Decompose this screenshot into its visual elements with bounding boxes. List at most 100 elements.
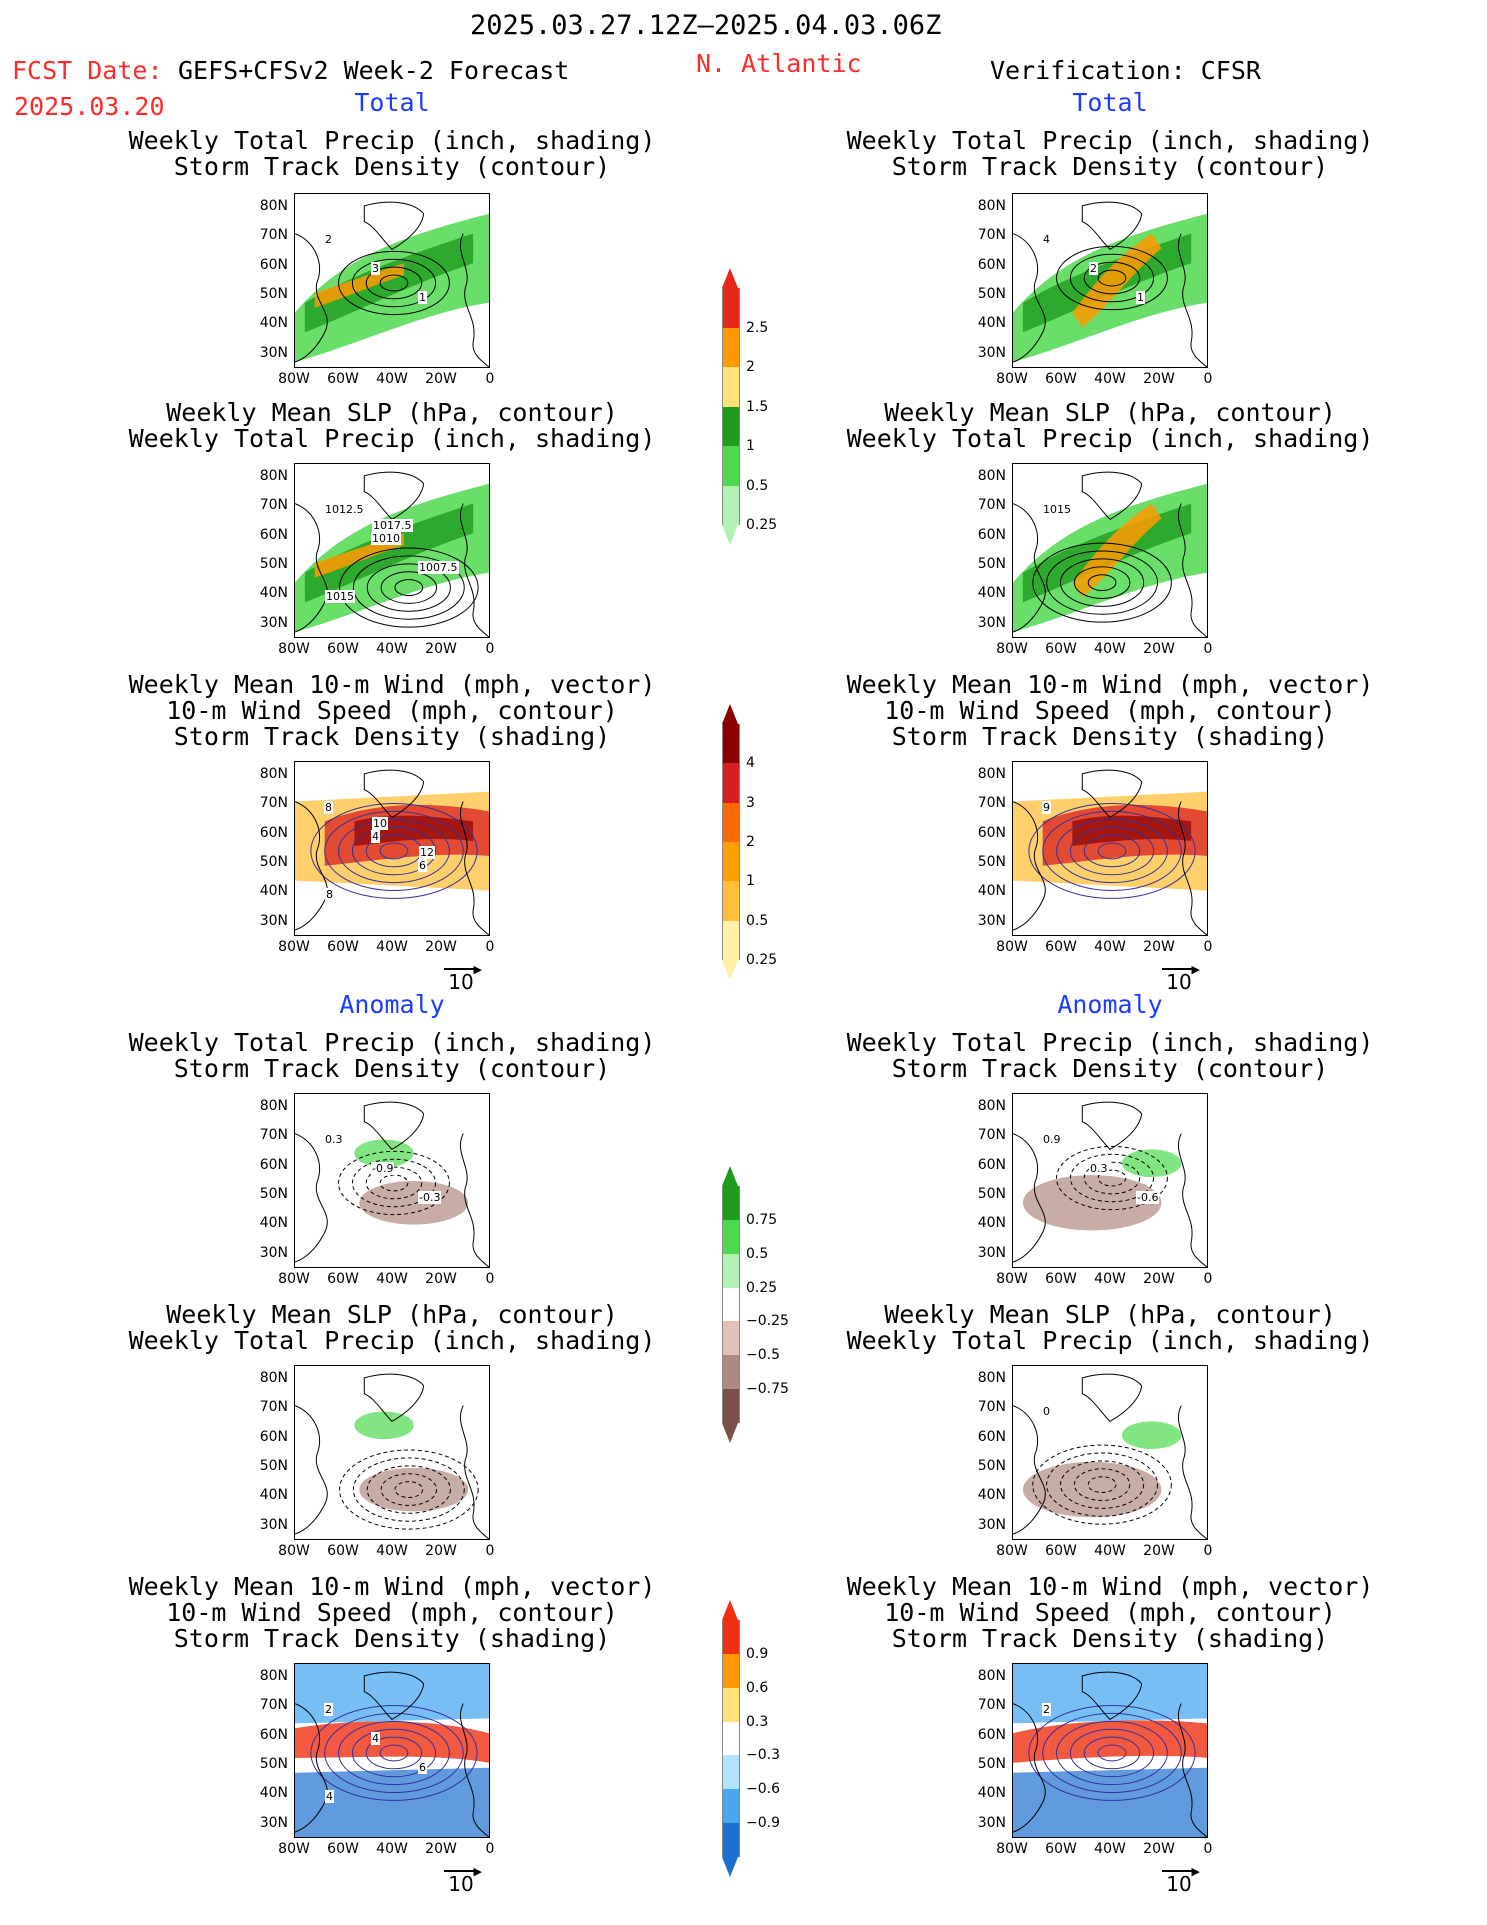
colorbar-anomaly-precip-segment [722,1219,740,1254]
colorbar-total-storm-track: 4 3 2 1 0.5 0.25 [722,704,777,980]
colorbar-total-storm-track-segment [722,724,740,764]
forecast-total-wind_track-x-tick: 60W [327,939,359,955]
verification-anomaly-wind_track-contour-label: 2 [1042,1703,1051,1716]
forecast-total-slp_precip-map [294,463,490,638]
forecast-total-wind_track-contour-label: 12 [419,846,435,859]
colorbar-total-storm-track-bottom-arrow [722,960,738,980]
forecast-total-wind_track-x-tick: 80W [278,939,310,955]
verification-anomaly-slp_precip-y-tick: 40N [977,1487,1006,1504]
forecast-anomaly-precip_track-y-tick: 70N [259,1127,288,1144]
colorbar-anomaly-precip-segment [722,1253,740,1288]
verification-total-wind_track-y-tick: 60N [977,824,1006,841]
forecast-name: GEFS+CFSv2 Week-2 Forecast [178,56,570,85]
region-label: N. Atlantic [696,49,862,78]
section-anomaly-forecast: Anomaly [339,990,445,1019]
verification-total-precip_track-x-tick: 60W [1045,371,1077,387]
verification-total-precip_track-map [1012,193,1208,368]
forecast-total-wind_track-y-tick: 30N [259,912,288,929]
forecast-anomaly-precip_track-x-tick: 60W [327,1271,359,1287]
forecast-anomaly-precip_track-contour-label: 0.3 [324,1133,344,1146]
forecast-anomaly-precip_track-x-tick: 40W [376,1271,408,1287]
forecast-total-wind_track-title: Weekly Mean 10-m Wind (mph, vector) 10-m… [128,670,656,751]
forecast-total-precip_track-y-tick: 60N [259,256,288,273]
verification-total-precip_track-y-tick: 80N [977,198,1006,214]
verification-anomaly-slp_precip-x-tick: 60W [1045,1543,1077,1559]
forecast-anomaly-precip_track-map [294,1093,490,1268]
forecast-anomaly-wind_track-y-tick: 30N [259,1814,288,1831]
colorbar-anomaly-precip-label: 0.5 [746,1245,769,1262]
fcst-date-label: FCST Date: [12,56,163,85]
forecast-total-precip_track-y-tick: 80N [259,198,288,214]
forecast-total-slp_precip-contour-label: 1007.5 [418,561,459,574]
forecast-anomaly-slp_precip-x-tick: 60W [327,1543,359,1559]
colorbar-anomaly-precip-segment [722,1355,740,1390]
forecast-total-slp_precip-x-tick: 20W [425,641,457,657]
forecast-anomaly-slp_precip-y-tick: 50N [259,1457,288,1474]
verification-anomaly-precip_track-y-tick: 50N [977,1185,1006,1202]
verification-anomaly-wind_track-y-tick: 50N [977,1755,1006,1772]
forecast-total-wind_track-y-tick: 80N [259,766,288,782]
colorbar-anomaly-precip-segment [722,1321,740,1356]
verification-anomaly-wind_track-y-tick: 40N [977,1785,1006,1802]
verification-anomaly-slp_precip-x-tick: 0 [1203,1543,1213,1559]
forecast-anomaly-precip_track-contour-label: -0.9 [371,1162,395,1175]
colorbar-total-precip-top-arrow [722,268,738,288]
colorbar-anomaly-precip-label: −0.75 [746,1381,789,1398]
colorbar-anomaly-precip-label: 0.25 [746,1279,778,1296]
verification-anomaly-precip_track-y-tick: 60N [977,1156,1006,1173]
forecast-total-precip_track-contour-label: 3 [371,262,380,275]
colorbar-anomaly-storm-track-segment [722,1653,740,1688]
forecast-anomaly-slp_precip-map [294,1365,490,1540]
colorbar-total-storm-track-top-arrow [722,704,738,724]
verification-anomaly-slp_precip-map [1012,1365,1208,1540]
verification-anomaly-wind_track-title: Weekly Mean 10-m Wind (mph, vector) 10-m… [846,1572,1374,1653]
forecast-total-slp_precip-title: Weekly Mean SLP (hPa, contour) Weekly To… [128,398,656,453]
forecast-anomaly-slp_precip-y-tick: 30N [259,1516,288,1533]
verification-anomaly-precip_track-contour-label: -0.6 [1136,1191,1160,1204]
forecast-anomaly-wind_track-x-tick: 40W [376,1841,408,1857]
colorbar-anomaly-precip-label: −0.5 [746,1347,780,1364]
verification-anomaly-precip_track-y-tick: 30N [977,1244,1006,1261]
forecast-total-wind_track-contour-label: 8 [325,888,334,901]
colorbar-anomaly-storm-track-label: 0.9 [746,1645,769,1662]
verification-total-precip_track-y-tick: 50N [977,285,1006,302]
colorbar-total-storm-track-segment [722,802,740,842]
verification-total-precip_track-contour-label: 2 [1089,262,1098,275]
forecast-anomaly-precip_track-y-tick: 40N [259,1215,288,1232]
colorbar-total-storm-track-label: 1 [746,873,755,890]
verification-anomaly-precip_track-title: Weekly Total Precip (inch, shading) Stor… [846,1028,1374,1083]
verification-total-slp_precip-x-tick: 20W [1143,641,1175,657]
colorbar-total-precip-segment [722,485,740,525]
verification-anomaly-precip_track-x-tick: 80W [996,1271,1028,1287]
verification-total-precip_track-x-tick: 0 [1203,371,1213,387]
forecast-anomaly-slp_precip-y-tick: 70N [259,1399,288,1416]
verification-total-precip_track-contour-label: 4 [1042,233,1051,246]
forecast-total-wind_track-reference-vector: ▶ 10 [444,963,482,994]
verification-anomaly-precip_track-y-tick: 80N [977,1098,1006,1114]
verification-total-wind_track-title: Weekly Mean 10-m Wind (mph, vector) 10-m… [846,670,1374,751]
verification-total-slp_precip-y-tick: 50N [977,555,1006,572]
colorbar-total-precip-label: 1 [746,438,755,454]
verification-anomaly-wind_track-x-tick: 20W [1143,1841,1175,1857]
forecast-anomaly-wind_track-contour-label: 4 [371,1732,380,1745]
verification-total-slp_precip-x-tick: 0 [1203,641,1213,657]
colorbar-anomaly-precip-label: 0.75 [746,1211,778,1228]
forecast-anomaly-precip_track-y-tick: 80N [259,1098,288,1114]
forecast-anomaly-slp_precip-y-tick: 80N [259,1370,288,1386]
section-anomaly-verification: Anomaly [1057,990,1163,1019]
colorbar-anomaly-storm-track: 0.9 0.6 0.3 −0.3 −0.6 −0.9 [722,1600,780,1877]
forecast-anomaly-wind_track-x-tick: 0 [485,1841,495,1857]
verification-total-wind_track-map [1012,761,1208,936]
forecast-total-slp_precip-contour-label: 1017.5 [372,519,413,532]
verification-anomaly-precip_track-contour-label: 0.3 [1089,1162,1109,1175]
forecast-anomaly-wind_track-y-tick: 50N [259,1755,288,1772]
colorbar-anomaly-storm-track-label: 0.6 [746,1679,769,1696]
colorbar-anomaly-storm-track-label: −0.6 [746,1781,780,1798]
verification-total-wind_track-reference-vector: ▶ 10 [1162,963,1200,994]
fcst-date-value: 2025.03.20 [14,92,165,121]
forecast-anomaly-slp_precip-x-tick: 20W [425,1543,457,1559]
verification-anomaly-slp_precip-y-tick: 30N [977,1516,1006,1533]
verification-total-wind_track-y-tick: 80N [977,766,1006,782]
colorbar-total-precip-label: 2.5 [746,319,769,336]
colorbar-total-storm-track-segment [722,842,740,882]
